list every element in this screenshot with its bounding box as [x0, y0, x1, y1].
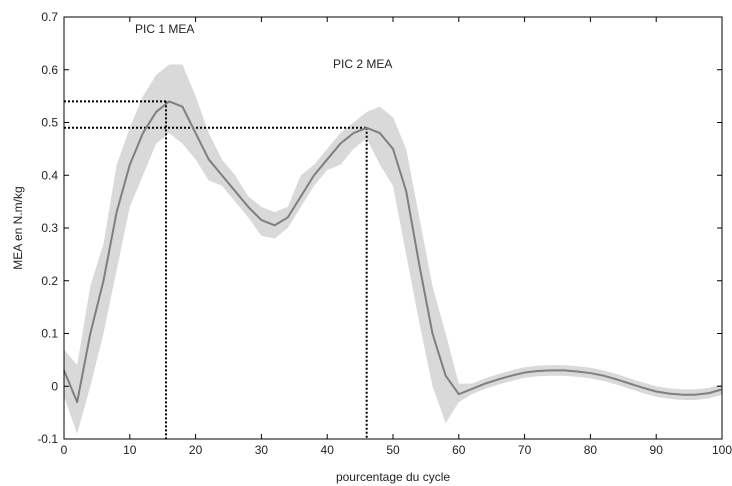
mean-line [63, 100, 723, 404]
x-tick-label: 0 [61, 443, 68, 457]
x-tick-label: 90 [650, 443, 664, 457]
x-tick-label: 60 [452, 443, 466, 457]
y-tick-label: 0 [51, 379, 58, 393]
x-tick-label: 80 [584, 443, 598, 457]
y-tick-label: 0.7 [41, 10, 58, 24]
y-axis-label: MEA en N.m/kg [11, 186, 25, 269]
reference-lines-layer [64, 100, 368, 439]
confidence-band [64, 64, 722, 434]
y-tick-label: 0.2 [41, 274, 58, 288]
peak-annotation-1: PIC 1 MEA [135, 22, 194, 36]
y-tick-label: 0.4 [41, 168, 58, 182]
x-tick-label: 70 [518, 443, 532, 457]
x-tick-label: 40 [321, 443, 335, 457]
x-axis-label: pourcentage du cycle [336, 470, 450, 484]
confidence-band-layer [64, 64, 722, 434]
x-tick-label: 30 [255, 443, 269, 457]
x-tick-label: 50 [386, 443, 400, 457]
peak-annotation-2: PIC 2 MEA [333, 57, 392, 71]
mean-line-layer [63, 100, 723, 404]
y-tick-label: 0.1 [41, 327, 58, 341]
ticks-layer: 0 10 20 30 40 50 60 70 80 90 100-0.100.10.20.30.40… [37, 10, 732, 457]
y-tick-label: -0.1 [37, 432, 58, 446]
x-tick-label: 20 [189, 443, 203, 457]
x-tick-label: 100 [712, 443, 732, 457]
y-tick-label: 0.3 [41, 221, 58, 235]
y-tick-label: 0.5 [41, 116, 58, 130]
x-tick-label: 10 [123, 443, 137, 457]
annotations-layer: PIC 1 MEA PIC 2 MEA [135, 22, 392, 71]
y-tick-label: 0.6 [41, 63, 58, 77]
